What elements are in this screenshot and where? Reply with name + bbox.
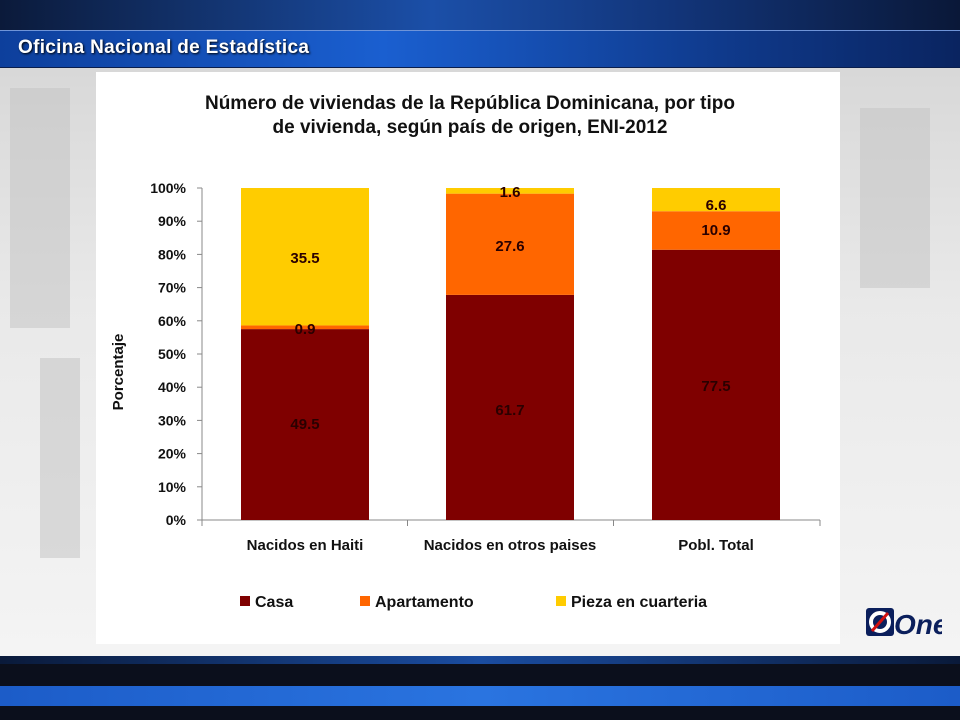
- bar-segment-apartamento: [241, 325, 369, 330]
- x-tick-label: Nacidos en otros paises: [424, 537, 597, 554]
- top-bar: [0, 0, 960, 30]
- data-label: 77.5: [701, 378, 730, 395]
- legend-swatch: [360, 596, 370, 606]
- footer-blue-band: [0, 686, 960, 706]
- data-label: 1.6: [500, 184, 521, 201]
- y-tick-label: 70%: [158, 280, 187, 296]
- bar-segment-pieza-en-cuarteria: [446, 188, 574, 194]
- bar-segment-pieza-en-cuarteria: [652, 188, 780, 212]
- legend-label: Pieza en cuarteria: [571, 594, 707, 611]
- data-label: 10.9: [701, 222, 730, 239]
- bar-segment-pieza-en-cuarteria: [241, 188, 369, 326]
- data-label: 6.6: [706, 197, 727, 214]
- bar-segment-casa: [241, 329, 369, 520]
- legend-label: Apartamento: [375, 594, 474, 611]
- footer-dark-band: [0, 664, 960, 686]
- data-label: 61.7: [495, 402, 524, 419]
- y-tick-label: 90%: [158, 213, 187, 229]
- y-tick-label: 0%: [166, 512, 187, 528]
- logo-text: One: [894, 609, 942, 638]
- chart-title-line1: Número de viviendas de la República Domi…: [204, 93, 735, 114]
- footer-bottom-band: [0, 706, 960, 720]
- y-tick-label: 10%: [158, 479, 187, 495]
- bar-segment-casa: [652, 249, 780, 520]
- legend-swatch: [556, 596, 566, 606]
- x-tick-label: Nacidos en Haiti: [247, 537, 364, 554]
- chart-title-line2: de vivienda, según país de origen, ENI-2…: [272, 117, 668, 138]
- legend-swatch: [240, 596, 250, 606]
- bar-segment-apartamento: [652, 211, 780, 250]
- y-tick-label: 100%: [150, 180, 186, 196]
- legend-label: Casa: [255, 594, 293, 611]
- data-label: 0.9: [295, 321, 316, 338]
- data-label: 35.5: [290, 250, 319, 267]
- one-logo: One: [866, 606, 948, 640]
- chart-title: Número de viviendas de la República Domi…: [150, 92, 790, 140]
- data-label: 49.5: [290, 416, 319, 433]
- y-tick-label: 40%: [158, 379, 187, 395]
- background-building: [40, 358, 80, 558]
- background-building: [860, 108, 930, 288]
- y-tick-label: 20%: [158, 446, 187, 462]
- y-tick-label: 60%: [158, 313, 187, 329]
- background-building: [10, 88, 70, 328]
- data-label: 27.6: [495, 238, 524, 255]
- y-tick-label: 50%: [158, 346, 187, 362]
- y-axis-label: Porcentaje: [110, 334, 127, 411]
- bar-segment-apartamento: [446, 193, 574, 295]
- footer-stripe: [0, 656, 960, 664]
- bar-segment-casa: [446, 294, 574, 520]
- y-tick-label: 30%: [158, 412, 187, 428]
- org-name: Oficina Nacional de Estadística: [18, 37, 310, 58]
- x-tick-label: Pobl. Total: [678, 537, 754, 554]
- y-tick-label: 80%: [158, 246, 187, 262]
